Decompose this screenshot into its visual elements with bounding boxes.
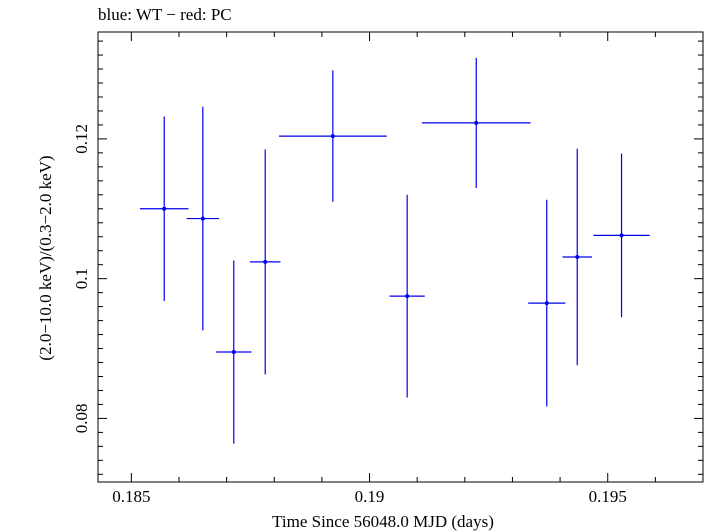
data-point (593, 153, 650, 318)
data-point (389, 194, 425, 398)
data-point (186, 106, 219, 331)
data-marker (200, 216, 205, 221)
data-point (421, 57, 531, 188)
data-point (528, 199, 566, 407)
data-point (249, 149, 281, 375)
x-tick-label: 0.19 (355, 487, 385, 506)
y-axis-label: (2.0−10.0 keV)/(0.3−2.0 keV) (36, 155, 55, 360)
plot-frame (97, 31, 704, 483)
axis-ticks: 0.185 0.19 0.195 0.08 0.1 0.12 (72, 32, 704, 506)
data-marker (263, 259, 268, 264)
y-tick-label: 0.08 (72, 404, 91, 434)
data-point (139, 116, 189, 302)
data-marker (544, 301, 549, 306)
data-marker (575, 255, 580, 259)
data-marks (139, 57, 650, 444)
data-marker (619, 233, 624, 238)
data-marker (474, 120, 479, 125)
chart-title: blue: WT − red: PC (98, 5, 232, 24)
data-marker (162, 206, 167, 211)
x-tick-label: 0.195 (589, 487, 627, 506)
data-point (279, 70, 387, 202)
x-axis-label: Time Since 56048.0 MJD (days) (272, 512, 494, 531)
data-marker (405, 294, 410, 299)
data-point (216, 260, 252, 444)
x-tick-label: 0.185 (112, 487, 150, 506)
data-point (562, 148, 593, 366)
data-marker (330, 134, 335, 139)
y-tick-label: 0.1 (72, 268, 91, 289)
y-tick-label: 0.12 (72, 124, 91, 154)
data-marker (231, 350, 236, 355)
